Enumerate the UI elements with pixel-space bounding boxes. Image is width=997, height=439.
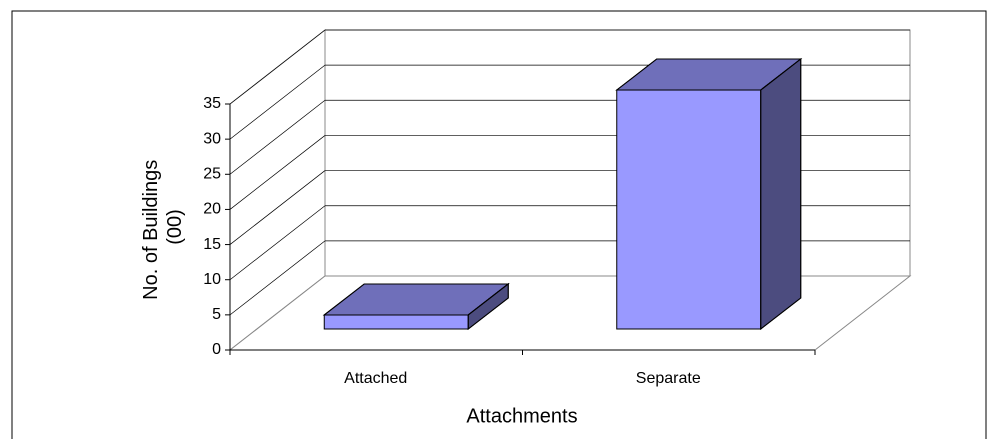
grid-line — [229, 135, 326, 210]
y-tick-label: 0 — [212, 341, 221, 358]
y-tick-label: 5 — [212, 306, 221, 323]
y-tick-label: 25 — [203, 166, 221, 183]
y-tick-label: 20 — [203, 201, 221, 218]
grid-line — [229, 100, 326, 175]
y-tick-label: 10 — [203, 271, 221, 288]
bar-front — [616, 89, 762, 330]
bar-side-shade — [467, 282, 509, 331]
bar-side-shade — [760, 58, 802, 331]
x-tick-label: Attached — [344, 370, 407, 387]
x-tick-label: Separate — [636, 370, 701, 387]
grid-line — [229, 64, 326, 140]
grid-line — [229, 240, 326, 316]
y-tick-label: 35 — [203, 95, 221, 112]
y-axis-title: No. of Buildings (00) — [140, 154, 186, 300]
x-axis-title: Attachments — [466, 405, 577, 427]
bar-front — [323, 314, 469, 330]
grid-line — [229, 170, 326, 245]
y-tick-label: 15 — [203, 236, 221, 253]
y-axis-title-line: No. of Buildings — [140, 160, 162, 300]
grid-line — [229, 205, 326, 280]
grid-line — [229, 29, 326, 105]
y-tick-label: 30 — [203, 130, 221, 147]
y-axis-title-line: (00) — [164, 209, 186, 245]
